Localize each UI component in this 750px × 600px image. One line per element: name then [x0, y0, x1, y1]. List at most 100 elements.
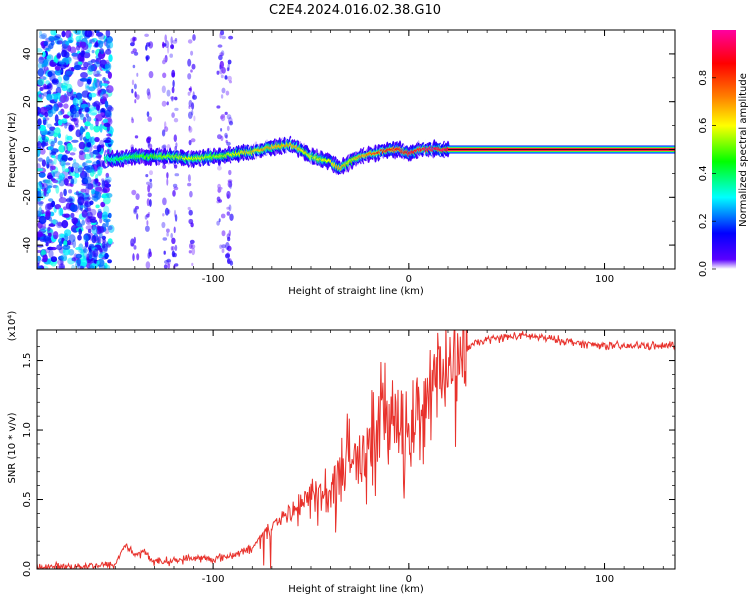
noise-speckle — [226, 233, 231, 239]
noise-speckle — [45, 104, 54, 110]
noise-speckle — [226, 141, 231, 146]
noise-speckle — [85, 182, 93, 189]
noise-speckle — [221, 67, 226, 74]
noise-speckle — [89, 200, 94, 206]
noise-speckle — [133, 51, 139, 56]
noise-speckle — [68, 234, 76, 243]
noise-speckle — [226, 190, 231, 199]
noise-speckle — [102, 77, 106, 82]
noise-speckle — [146, 220, 149, 226]
noise-speckle — [131, 79, 135, 86]
noise-speckle — [225, 242, 230, 250]
noise-speckle — [44, 111, 49, 118]
noise-speckle — [79, 77, 88, 82]
noise-speckle — [218, 54, 223, 61]
noise-speckle — [166, 172, 169, 179]
noise-speckle — [192, 34, 196, 41]
noise-speckle — [89, 136, 95, 144]
noise-speckle — [48, 249, 54, 259]
noise-speckle — [99, 80, 103, 88]
noise-speckle — [88, 92, 97, 98]
noise-speckle — [69, 112, 74, 121]
noise-speckle — [48, 198, 54, 202]
noise-speckle — [100, 144, 105, 148]
noise-speckle — [37, 197, 42, 202]
noise-speckle — [50, 256, 58, 263]
noise-speckle — [58, 179, 65, 187]
noise-speckle — [37, 231, 44, 238]
noise-speckle — [224, 132, 228, 138]
noise-speckle — [171, 246, 175, 251]
noise-speckle — [38, 56, 45, 64]
noise-speckle — [103, 122, 111, 127]
noise-speckle — [37, 200, 44, 205]
colorbar-tick-label: 0.0 — [698, 261, 709, 277]
noise-speckle — [42, 83, 47, 90]
noise-speckle — [190, 50, 194, 56]
noise-speckle — [37, 62, 44, 70]
noise-speckle — [54, 66, 61, 71]
noise-speckle — [145, 261, 151, 269]
noise-speckle — [173, 186, 179, 191]
noise-speckle — [146, 181, 151, 185]
noise-speckle — [134, 99, 137, 104]
noise-speckle — [102, 93, 109, 99]
noise-speckle — [48, 216, 52, 222]
noise-speckle — [162, 237, 168, 241]
noise-speckle — [145, 56, 149, 62]
noise-speckle — [164, 126, 169, 132]
noise-speckle — [75, 247, 82, 251]
noise-speckle — [221, 248, 225, 253]
noise-speckle — [83, 61, 89, 68]
noise-speckle — [187, 206, 191, 211]
noise-speckle — [191, 102, 195, 110]
noise-speckle — [171, 69, 176, 78]
noise-speckle — [174, 107, 179, 111]
noise-speckle — [65, 30, 72, 39]
y-tick-label: 0.0 — [22, 561, 33, 577]
noise-speckle — [62, 248, 71, 256]
snr-frame — [36, 329, 676, 570]
noise-speckle — [100, 112, 105, 116]
noise-speckle — [77, 234, 82, 241]
noise-speckle — [96, 70, 101, 75]
noise-speckle — [98, 33, 105, 40]
noise-speckle — [174, 173, 180, 177]
noise-speckle — [51, 154, 56, 159]
noise-speckle — [45, 203, 51, 212]
noise-speckle — [108, 54, 113, 62]
noise-speckle — [97, 236, 102, 245]
noise-speckle — [166, 228, 170, 233]
noise-speckle — [228, 229, 231, 237]
noise-speckle — [49, 61, 57, 67]
noise-speckle — [107, 106, 114, 112]
noise-speckle — [225, 253, 230, 259]
noise-speckle — [86, 116, 92, 122]
noise-speckle — [88, 65, 95, 72]
noise-speckle — [79, 170, 88, 180]
colorbar-label: Normalized spectral amplitude — [738, 73, 749, 227]
noise-speckle — [47, 71, 53, 78]
noise-speckle — [95, 114, 103, 122]
noise-speckle — [38, 206, 43, 215]
noise-speckle — [48, 223, 56, 227]
noise-speckle — [59, 61, 67, 70]
noise-speckle — [101, 235, 107, 240]
noise-speckle — [149, 170, 153, 176]
noise-speckle — [83, 248, 89, 253]
noise-speckle — [52, 179, 59, 184]
noise-speckle — [146, 88, 151, 96]
noise-speckle — [147, 192, 152, 198]
noise-speckle — [220, 30, 225, 36]
noise-speckle — [163, 57, 167, 63]
noise-speckle — [99, 123, 103, 133]
noise-speckle — [105, 192, 113, 199]
noise-speckle — [38, 202, 43, 207]
noise-speckle — [84, 153, 92, 160]
noise-speckle — [49, 144, 55, 151]
noise-speckle — [84, 121, 91, 127]
noise-speckle — [68, 189, 73, 194]
noise-speckle — [67, 175, 73, 180]
spectrogram-marks — [37, 30, 675, 269]
noise-speckle — [228, 35, 234, 40]
